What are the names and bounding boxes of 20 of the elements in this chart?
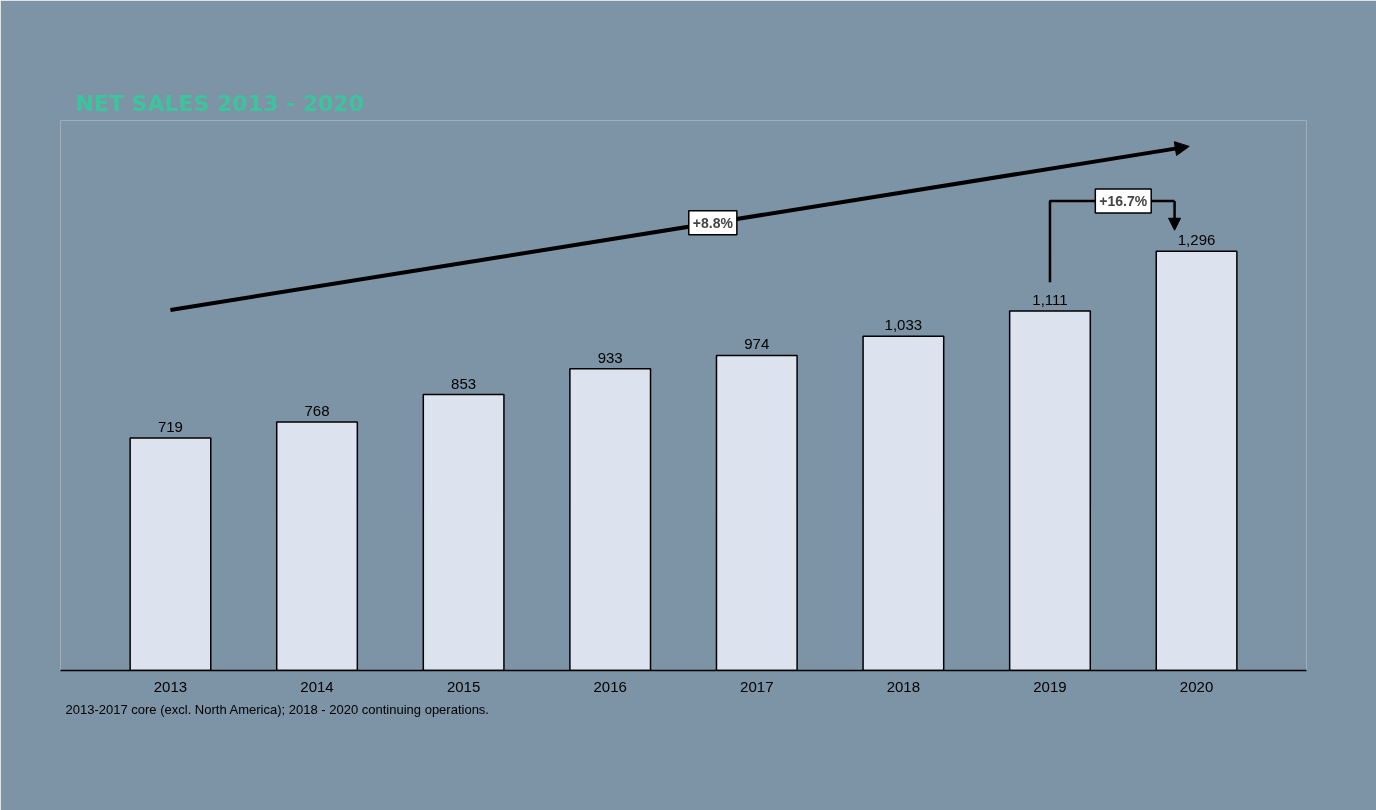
x-tick-label: 2020	[1179, 677, 1214, 695]
data-label: 1,033	[884, 316, 923, 334]
text: 2013-2017 core (excl. North America); 2018 - 2020 continuing operations.	[65, 701, 489, 717]
x-tick-label: 2015	[446, 677, 481, 695]
x-tick-label: 2017	[740, 677, 774, 695]
x-tick-label: 2018	[886, 677, 921, 695]
x-tick-label: 2014	[300, 677, 334, 695]
data-label: 1,111	[1032, 291, 1068, 309]
x-tick-label: 2013	[153, 677, 188, 695]
data-label: 719	[157, 417, 183, 435]
data-label: 768	[304, 402, 330, 420]
x-tick-label: 2019	[1033, 677, 1067, 695]
annotation: +8.8%	[692, 214, 734, 231]
data-label: 853	[451, 374, 477, 392]
data-label: 974	[744, 335, 770, 353]
annotation: +16.7%	[1099, 192, 1148, 209]
data-label: 1,296	[1177, 231, 1216, 249]
chart-title: NET SALES 2013 - 2020	[75, 90, 364, 116]
data-label: 933	[597, 348, 623, 366]
x-tick-label: 2016	[593, 677, 627, 695]
